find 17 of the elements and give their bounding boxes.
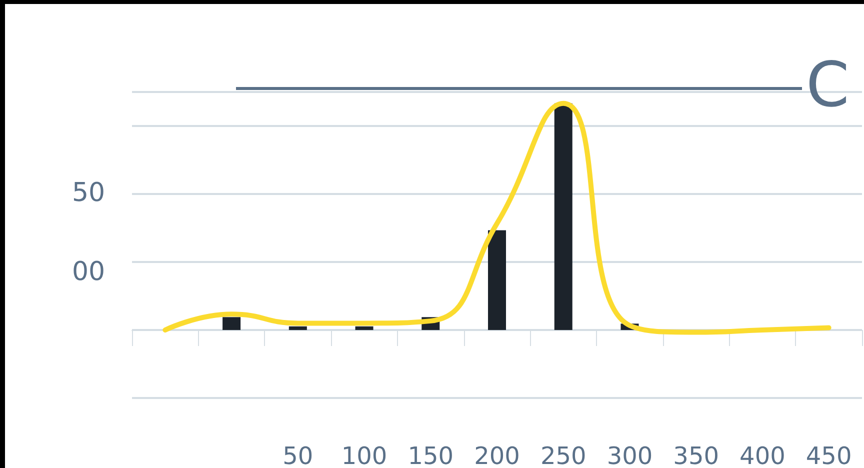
x-tick-label: 50: [282, 442, 314, 468]
text: 00: [72, 257, 106, 287]
x-tick-label: 150: [408, 442, 454, 468]
x-tick-label: 400: [740, 442, 786, 468]
x-tick-label: 200: [474, 442, 520, 468]
x-tick-label: 250: [540, 442, 586, 468]
bar: [554, 103, 572, 330]
bar: [222, 317, 241, 330]
text: 50: [72, 178, 106, 208]
x-tick-label: 450: [806, 442, 852, 468]
bar: [288, 326, 307, 330]
x-tick-label: 100: [341, 442, 388, 468]
annotation: C: [806, 48, 850, 121]
bar: [355, 326, 374, 330]
x-tick-label: 350: [673, 442, 719, 468]
x-tick-label: 300: [606, 442, 653, 468]
bar: [488, 230, 506, 330]
